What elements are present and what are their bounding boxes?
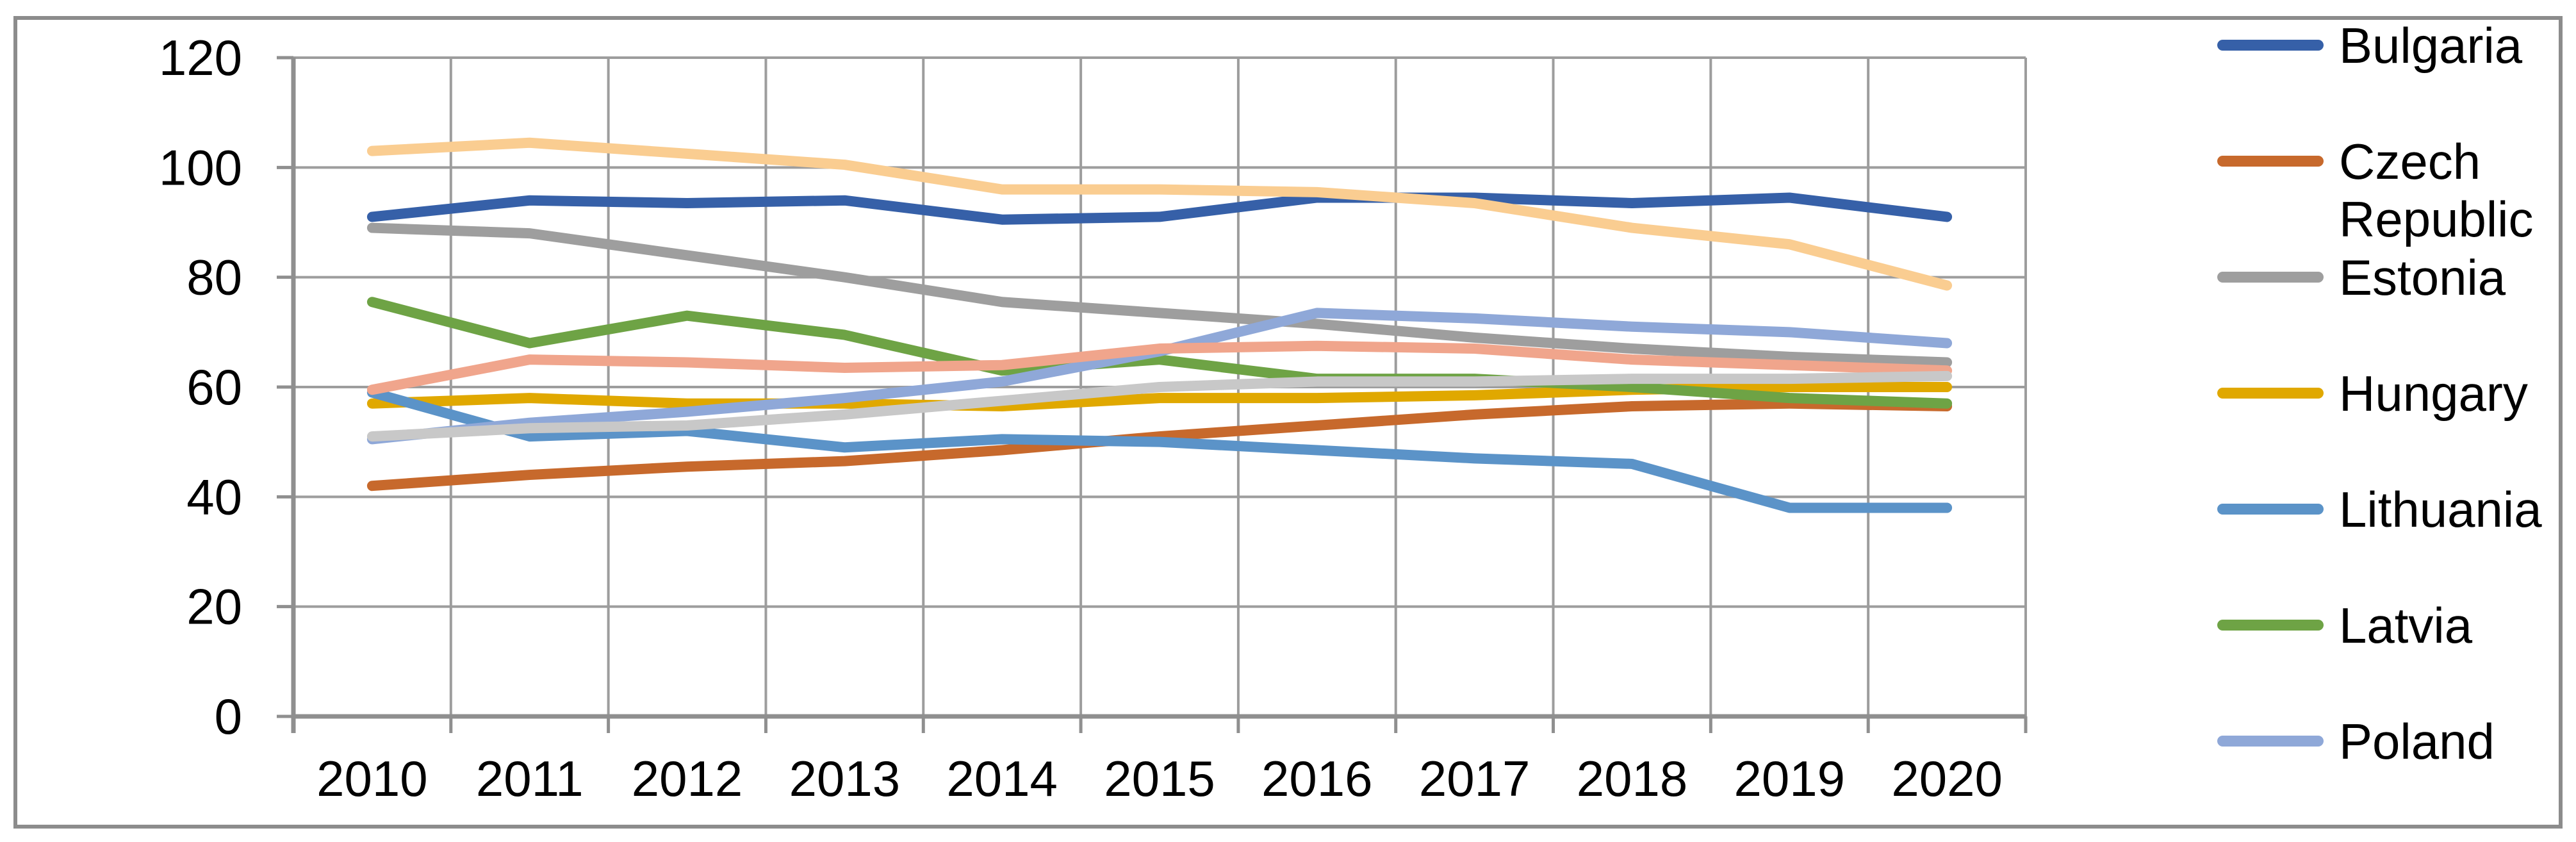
legend-item-latvia: Latvia bbox=[2213, 597, 2572, 713]
x-tick-label: 2020 bbox=[1891, 750, 2003, 807]
legend-swatch-bulgaria bbox=[2217, 40, 2324, 51]
series-line-bulgaria bbox=[366, 192, 1953, 225]
series-line-unlabeled-light-orange bbox=[366, 137, 1953, 291]
x-tick-label: 2015 bbox=[1104, 750, 1215, 807]
legend-swatch-lithuania bbox=[2217, 504, 2324, 515]
y-tick-label: 40 bbox=[186, 468, 242, 525]
legend-item-lithuania: Lithuania bbox=[2213, 481, 2572, 597]
legend-swatch-hungary bbox=[2217, 388, 2324, 399]
series-line-latvia bbox=[366, 297, 1953, 409]
legend-item-poland: Poland bbox=[2213, 713, 2572, 829]
series-line-czech-republic bbox=[366, 398, 1953, 491]
x-tick-label: 2011 bbox=[476, 750, 584, 807]
x-tick-label: 2017 bbox=[1419, 750, 1530, 807]
legend-swatch-poland bbox=[2217, 736, 2324, 747]
legend-swatch-latvia bbox=[2217, 620, 2324, 631]
legend-item-bulgaria: Bulgaria bbox=[2213, 17, 2572, 133]
y-tick-label: 100 bbox=[159, 139, 242, 195]
y-tick-label: 60 bbox=[186, 359, 242, 415]
legend-label-bulgaria: Bulgaria bbox=[2339, 17, 2523, 74]
legend-item-hungary: Hungary bbox=[2213, 365, 2572, 481]
x-tick-label: 2013 bbox=[789, 750, 901, 807]
x-tick-label: 2014 bbox=[946, 750, 1058, 807]
legend-label-lithuania: Lithuania bbox=[2339, 481, 2542, 538]
y-tick-label: 120 bbox=[159, 29, 242, 86]
x-tick-label: 2012 bbox=[632, 750, 743, 807]
chart-frame-border bbox=[13, 16, 2563, 829]
x-tick-label: 2010 bbox=[316, 750, 428, 807]
legend-label-poland: Poland bbox=[2339, 713, 2495, 770]
legend-swatch-estonia bbox=[2217, 272, 2324, 283]
series-line-estonia bbox=[366, 222, 1953, 368]
y-tick-label: 20 bbox=[186, 579, 242, 635]
legend-swatch-czech-republic bbox=[2217, 156, 2324, 167]
legend-item-estonia: Estonia bbox=[2213, 249, 2572, 365]
legend-label-estonia: Estonia bbox=[2339, 249, 2506, 306]
legend-label-czech-republic: Czech Republic bbox=[2339, 133, 2534, 247]
series-line-unlabeled-salmon bbox=[366, 340, 1953, 395]
legend-item-czech-republic: Czech Republic bbox=[2213, 133, 2572, 249]
x-tick-label: 2018 bbox=[1577, 750, 1688, 807]
series-line-unlabeled-silver bbox=[366, 370, 1953, 442]
series-line-lithuania bbox=[366, 387, 1953, 513]
y-tick-label: 0 bbox=[215, 688, 242, 745]
legend-label-latvia: Latvia bbox=[2339, 597, 2473, 654]
legend: Bulgaria Czech Republic Estonia Hungary Lith… bbox=[2213, 0, 2572, 842]
x-tick-label: 2016 bbox=[1261, 750, 1373, 807]
x-tick-label: 2019 bbox=[1734, 750, 1846, 807]
legend-label-hungary: Hungary bbox=[2339, 365, 2528, 422]
y-tick-label: 80 bbox=[186, 249, 242, 306]
